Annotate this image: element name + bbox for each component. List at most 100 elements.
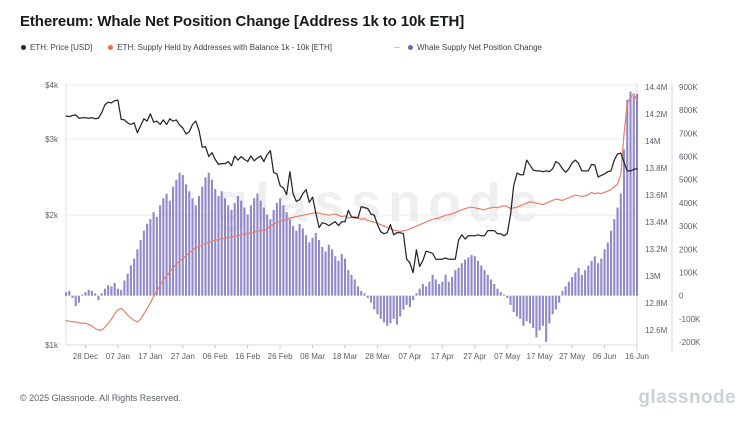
x-tick-label: 06 Feb — [203, 352, 228, 361]
netpos-bar — [259, 200, 262, 296]
netpos-bar — [587, 265, 590, 296]
netpos-bar — [288, 219, 291, 296]
netpos-bar — [210, 179, 214, 296]
netpos-bar — [460, 263, 463, 296]
netpos-tick-label: 200K — [679, 245, 698, 254]
netpos-tick-label: 0 — [679, 292, 684, 301]
netpos-bar — [308, 242, 311, 296]
legend-label-price: ETH: Price [USD] — [30, 43, 93, 52]
netpos-bar — [603, 249, 606, 296]
netpos-bar — [324, 251, 327, 296]
netpos-bar — [489, 279, 493, 296]
netpos-bar — [389, 295, 392, 324]
netpos-bar — [266, 214, 269, 296]
netpos-bar — [356, 286, 360, 296]
netpos-bar — [155, 216, 158, 296]
netpos-bar — [139, 240, 142, 296]
netpos-bar — [120, 289, 123, 296]
x-tick-label: 06 Jun — [593, 352, 617, 361]
netpos-bar — [298, 223, 301, 296]
netpos-bar — [519, 295, 522, 319]
netpos-bar — [386, 295, 389, 326]
netpos-bar — [363, 293, 366, 296]
netpos-bar — [464, 259, 467, 296]
netpos-bar — [525, 295, 528, 322]
netpos-bar — [77, 295, 81, 303]
netpos-bar — [165, 193, 168, 296]
netpos-bar — [532, 295, 535, 329]
price-tick-label: $1k — [45, 341, 59, 350]
netpos-bar — [279, 198, 282, 296]
netpos-bar — [327, 244, 330, 296]
netpos-bar — [188, 191, 191, 296]
netpos-bar — [220, 191, 223, 296]
netpos-bar — [337, 260, 340, 296]
legend-item-price[interactable]: ETH: Price [USD] — [21, 43, 92, 52]
legend-label-netpos: Whale Supply Net Position Change — [417, 43, 542, 52]
netpos-bar — [379, 295, 382, 319]
legend-item-netpos[interactable]: Whale Supply Net Position Change — [408, 43, 542, 52]
netpos-bar — [97, 295, 100, 301]
netpos-bar — [626, 99, 629, 296]
netpos-bar — [528, 295, 531, 324]
supply-tick-label: 14M — [645, 137, 661, 146]
netpos-bar — [522, 295, 525, 326]
netpos-bar — [159, 205, 162, 296]
netpos-bar — [597, 263, 600, 296]
netpos-bar — [535, 295, 538, 338]
netpos-bar — [405, 295, 408, 305]
netpos-bar — [567, 281, 570, 296]
netpos-bar — [548, 295, 551, 324]
chart-title: Ethereum: Whale Net Position Change [Add… — [20, 13, 465, 30]
netpos-bar — [480, 265, 483, 296]
netpos-series-dot-icon — [408, 45, 413, 50]
netpos-bar — [600, 258, 603, 296]
legend-item-supply[interactable]: ETH: Supply Held by Addresses with Balan… — [108, 43, 332, 52]
netpos-bar — [369, 295, 373, 303]
price-tick-label: $3k — [45, 135, 59, 144]
netpos-bar — [593, 256, 596, 296]
netpos-bar — [613, 219, 616, 296]
netpos-bar — [470, 255, 473, 296]
netpos-bar — [314, 233, 317, 296]
netpos-bar — [129, 265, 132, 296]
netpos-bar — [223, 198, 227, 296]
netpos-bar — [178, 172, 181, 296]
netpos-bar — [233, 202, 236, 296]
x-tick-label: 27 Apr — [463, 352, 486, 361]
netpos-bar — [610, 230, 613, 296]
netpos-bar — [201, 186, 204, 296]
netpos-bar — [184, 184, 188, 296]
netpos-bar — [399, 295, 402, 317]
netpos-bar — [564, 286, 567, 296]
x-tick-label: 08 Mar — [300, 352, 325, 361]
netpos-bar — [136, 249, 139, 296]
netpos-bar — [262, 207, 265, 296]
netpos-bar — [123, 280, 126, 296]
netpos-bar — [493, 284, 496, 296]
supply-tick-label: 13.2M — [645, 245, 668, 254]
netpos-bar — [217, 195, 220, 296]
netpos-bar — [81, 294, 84, 296]
netpos-bar — [249, 205, 252, 296]
netpos-bar — [554, 295, 557, 310]
netpos-bar — [571, 277, 574, 296]
netpos-tick-label: 800K — [679, 106, 698, 115]
netpos-bar — [483, 270, 486, 296]
netpos-bar — [496, 288, 499, 296]
netpos-bar — [149, 219, 152, 296]
x-tick-label: 16 Feb — [235, 352, 260, 361]
netpos-bar — [447, 281, 450, 296]
netpos-bar — [444, 274, 447, 296]
netpos-bar — [577, 267, 580, 296]
netpos-bar — [236, 195, 239, 296]
netpos-bar — [84, 292, 87, 296]
netpos-bar — [538, 295, 541, 331]
netpos-bar — [366, 295, 369, 298]
netpos-bar — [509, 295, 512, 305]
netpos-bar — [204, 177, 207, 296]
netpos-bar — [330, 249, 334, 296]
price-tick-label: $2k — [45, 211, 59, 220]
netpos-bar — [227, 205, 230, 296]
